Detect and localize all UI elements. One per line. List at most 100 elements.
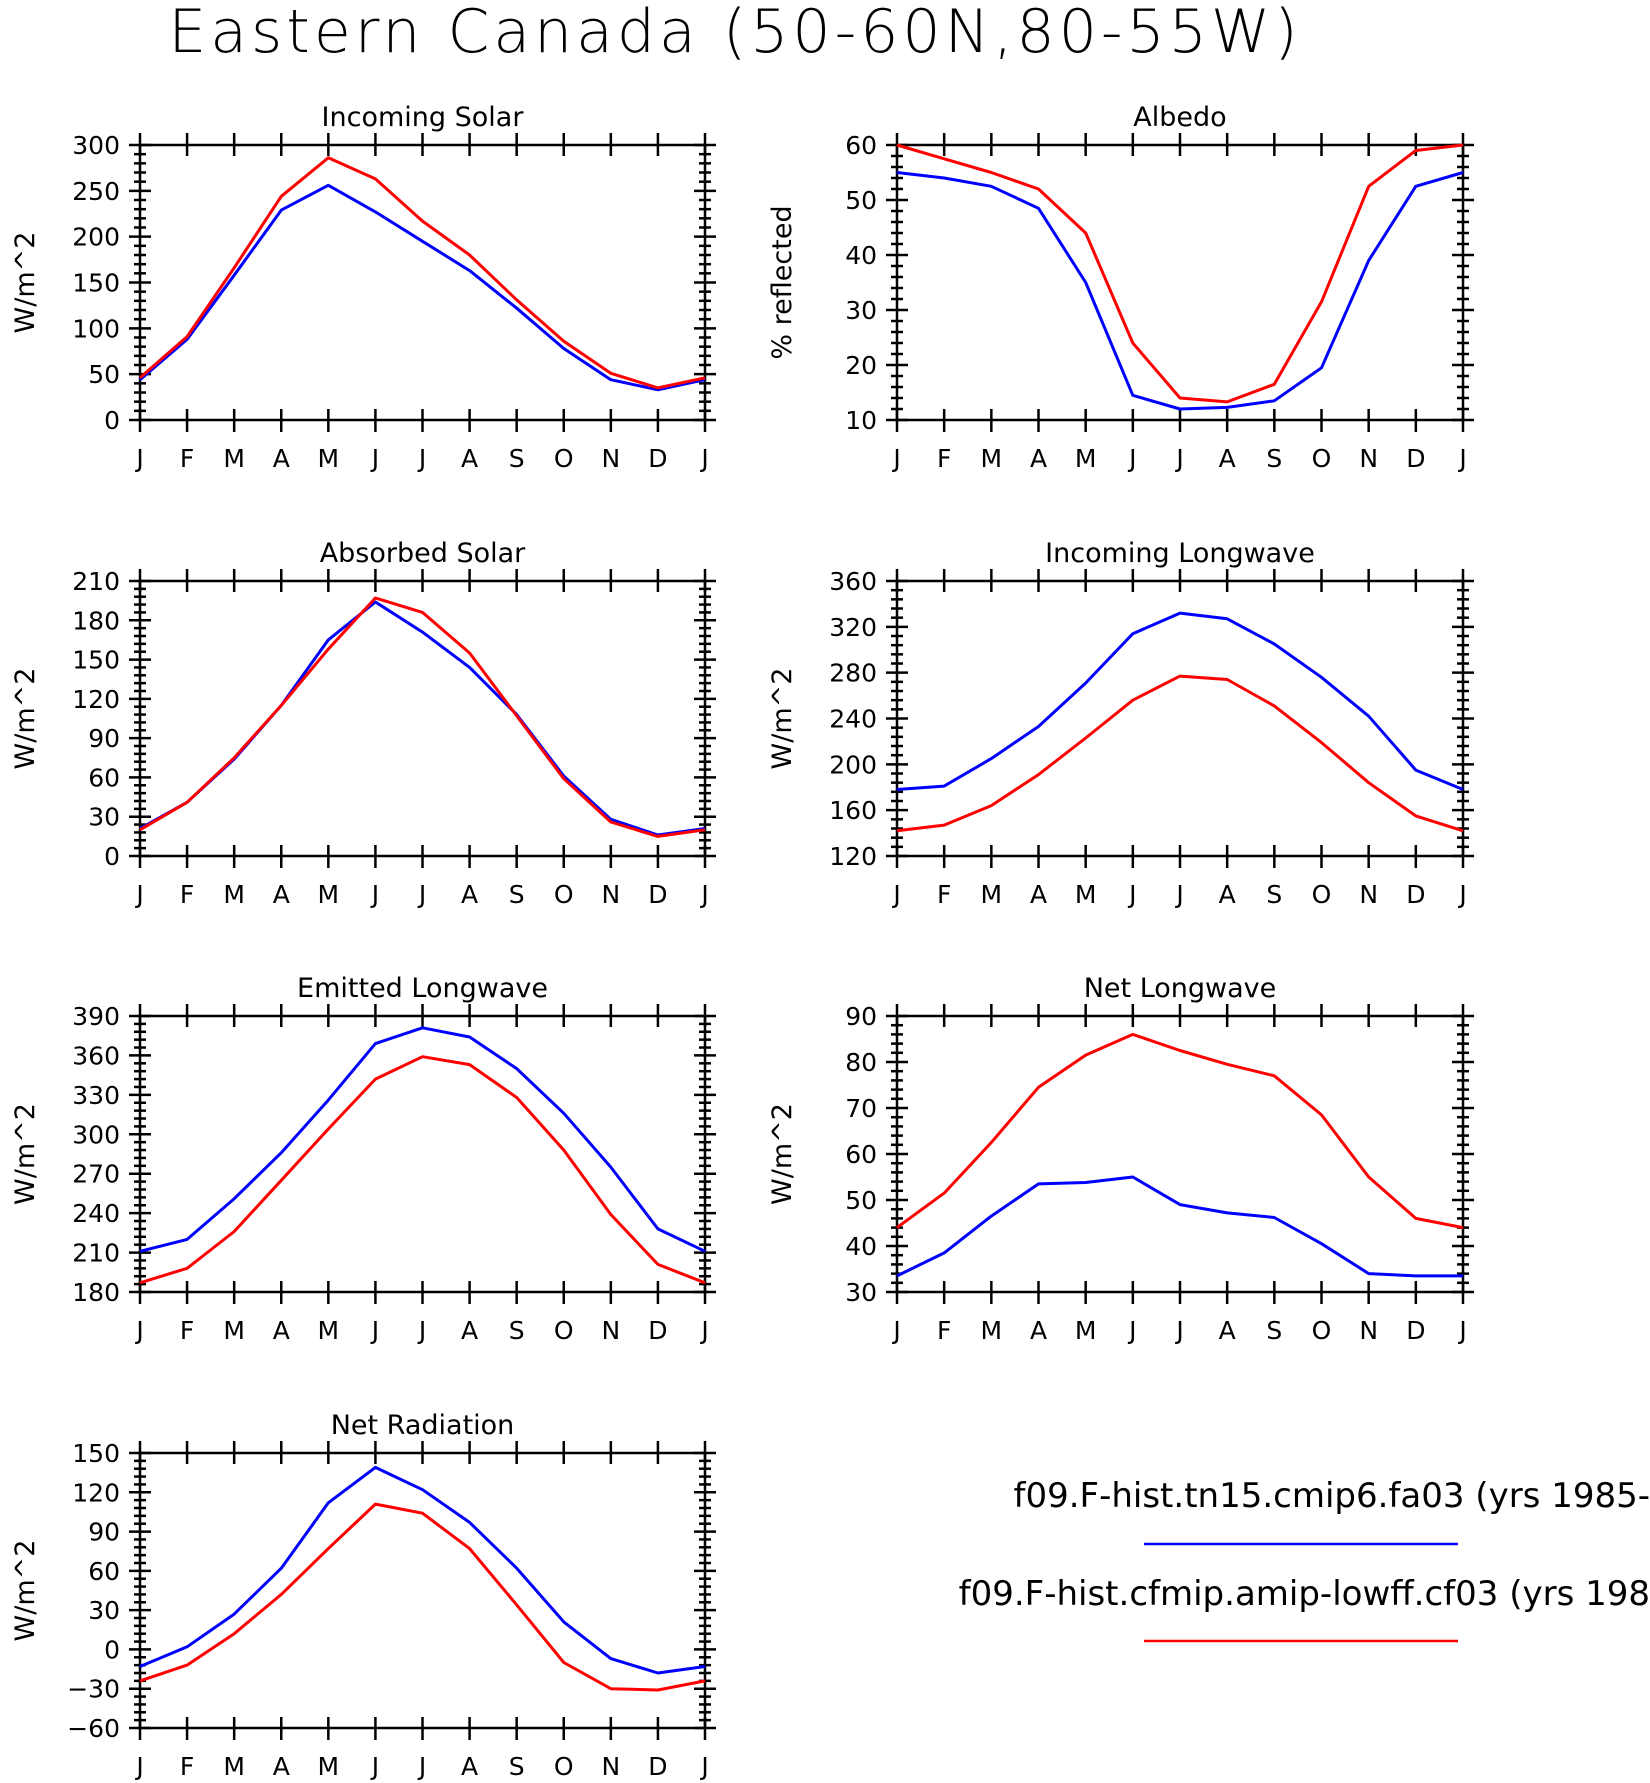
series-line-model-a-absorbed-solar <box>139 600 706 837</box>
x-tick-label: M <box>318 880 340 909</box>
x-tick-label: F <box>180 880 194 909</box>
x-tick-label: O <box>554 880 574 909</box>
legend-entry-model-a: f09.F-hist.tn15.cmip6.fa03 (yrs 1985- <box>1013 1476 1650 1516</box>
panel-title-incoming-longwave: Incoming Longwave <box>1045 538 1315 569</box>
y-axis-label-net-longwave: W/m^2 <box>767 1103 798 1205</box>
x-tick-label: A <box>1219 444 1236 473</box>
y-tick-label: 60 <box>845 131 877 160</box>
x-tick-label: A <box>461 1316 478 1345</box>
x-tick-label: O <box>554 1316 574 1345</box>
x-tick-label: D <box>1406 444 1425 473</box>
x-tick-label: D <box>1406 1316 1425 1345</box>
x-tick-label: N <box>1359 880 1378 909</box>
plot-frame-albedo <box>895 143 1465 422</box>
x-tick-label: A <box>461 1752 478 1781</box>
x-tick-label: A <box>1030 880 1047 909</box>
series-line-model-b-absorbed-solar <box>139 596 706 838</box>
y-tick-label: 30 <box>845 1278 877 1307</box>
x-tick-label: S <box>509 1752 525 1781</box>
y-tick-label: 120 <box>72 685 120 714</box>
x-tick-label: F <box>937 1316 951 1345</box>
x-tick-label: J <box>1127 880 1136 909</box>
panel-title-net-longwave: Net Longwave <box>1084 973 1277 1004</box>
x-tick-label: J <box>1457 444 1466 473</box>
legend: f09.F-hist.tn15.cmip6.fa03 (yrs 1985- f0… <box>959 1476 1650 1643</box>
x-tick-label: J <box>1127 444 1136 473</box>
x-tick-label: M <box>318 1752 340 1781</box>
x-tick-label: A <box>273 1316 290 1345</box>
x-tick-label: J <box>417 444 426 473</box>
x-tick-label: M <box>1075 1316 1097 1345</box>
y-tick-label: 0 <box>104 842 120 871</box>
x-tick-label: J <box>1127 1316 1136 1345</box>
y-tick-label: 10 <box>845 406 877 435</box>
series-line-model-b-albedo <box>896 143 1464 404</box>
panel-title-net-radiation: Net Radiation <box>331 1410 515 1441</box>
x-tick-label: F <box>180 1316 194 1345</box>
x-tick-label: J <box>370 880 379 909</box>
series-line-model-a-albedo <box>896 171 1464 411</box>
y-tick-label: 90 <box>845 1002 877 1031</box>
x-tick-label: M <box>318 444 340 473</box>
y-tick-label: −30 <box>67 1675 120 1704</box>
x-tick-label: S <box>1266 444 1282 473</box>
x-tick-label: A <box>1030 444 1047 473</box>
x-tick-label: O <box>1312 880 1332 909</box>
x-tick-label: S <box>509 444 525 473</box>
x-tick-label: O <box>554 1752 574 1781</box>
x-tick-label: A <box>273 444 290 473</box>
y-axis-label-net-radiation: W/m^2 <box>10 1540 41 1642</box>
y-tick-label: 30 <box>845 296 877 325</box>
panel-absorbed-solar: J F M A M J J A S O N D J0306090120150180210Absorbed… <box>10 538 716 909</box>
panel-emitted-longwave: J F M A M J J A S O N D J180210240270300330360390Emi… <box>10 973 716 1345</box>
y-tick-label: 90 <box>88 724 120 753</box>
y-axis-label-incoming-longwave: W/m^2 <box>767 668 798 770</box>
x-tick-label: N <box>601 1316 620 1345</box>
panel-title-emitted-longwave: Emitted Longwave <box>297 973 548 1004</box>
y-tick-label: 330 <box>72 1081 120 1110</box>
x-tick-label: J <box>891 880 900 909</box>
y-tick-label: 300 <box>72 1120 120 1149</box>
x-tick-label: J <box>370 1752 379 1781</box>
y-tick-label: 200 <box>72 223 120 252</box>
x-tick-label: D <box>648 1752 667 1781</box>
panel-incoming-solar: J F M A M J J A S O N D J050100150200250300Incoming … <box>10 102 716 473</box>
y-axis-label-emitted-longwave: W/m^2 <box>10 1103 41 1205</box>
y-tick-label: 180 <box>72 606 120 635</box>
panel-title-albedo: Albedo <box>1133 102 1226 133</box>
series-line-model-a-net-radiation <box>139 1465 706 1675</box>
panel-incoming-longwave: J F M A M J J A S O N D J120160200240280320360Incomi… <box>767 538 1474 909</box>
x-tick-label: D <box>648 880 667 909</box>
x-tick-label: M <box>981 1316 1003 1345</box>
y-axis-label-incoming-solar: W/m^2 <box>10 232 41 334</box>
y-tick-label: 180 <box>72 1278 120 1307</box>
x-tick-label: F <box>937 444 951 473</box>
series-line-model-b-incoming-longwave <box>896 674 1464 833</box>
series-line-model-a-emitted-longwave <box>139 1026 706 1253</box>
y-tick-label: 210 <box>72 567 120 596</box>
x-tick-label: N <box>601 880 620 909</box>
x-tick-label: M <box>223 444 245 473</box>
x-tick-label: S <box>1266 1316 1282 1345</box>
y-tick-label: 390 <box>72 1002 120 1031</box>
x-tick-label: J <box>699 880 708 909</box>
x-tick-label: S <box>509 880 525 909</box>
x-tick-label: J <box>134 1752 143 1781</box>
x-tick-label: J <box>699 1316 708 1345</box>
x-tick-label: A <box>461 444 478 473</box>
x-tick-label: M <box>1075 444 1097 473</box>
x-tick-label: M <box>223 880 245 909</box>
x-tick-label: J <box>891 444 900 473</box>
y-tick-label: 120 <box>72 1478 120 1507</box>
y-tick-label: 150 <box>72 1439 120 1468</box>
x-tick-label: M <box>981 880 1003 909</box>
y-tick-label: 150 <box>72 646 120 675</box>
x-tick-label: J <box>891 1316 900 1345</box>
series-line-model-b-emitted-longwave <box>139 1055 706 1285</box>
y-tick-label: 30 <box>88 803 120 832</box>
y-tick-label: 100 <box>72 314 120 343</box>
y-tick-label: 240 <box>72 1199 120 1228</box>
